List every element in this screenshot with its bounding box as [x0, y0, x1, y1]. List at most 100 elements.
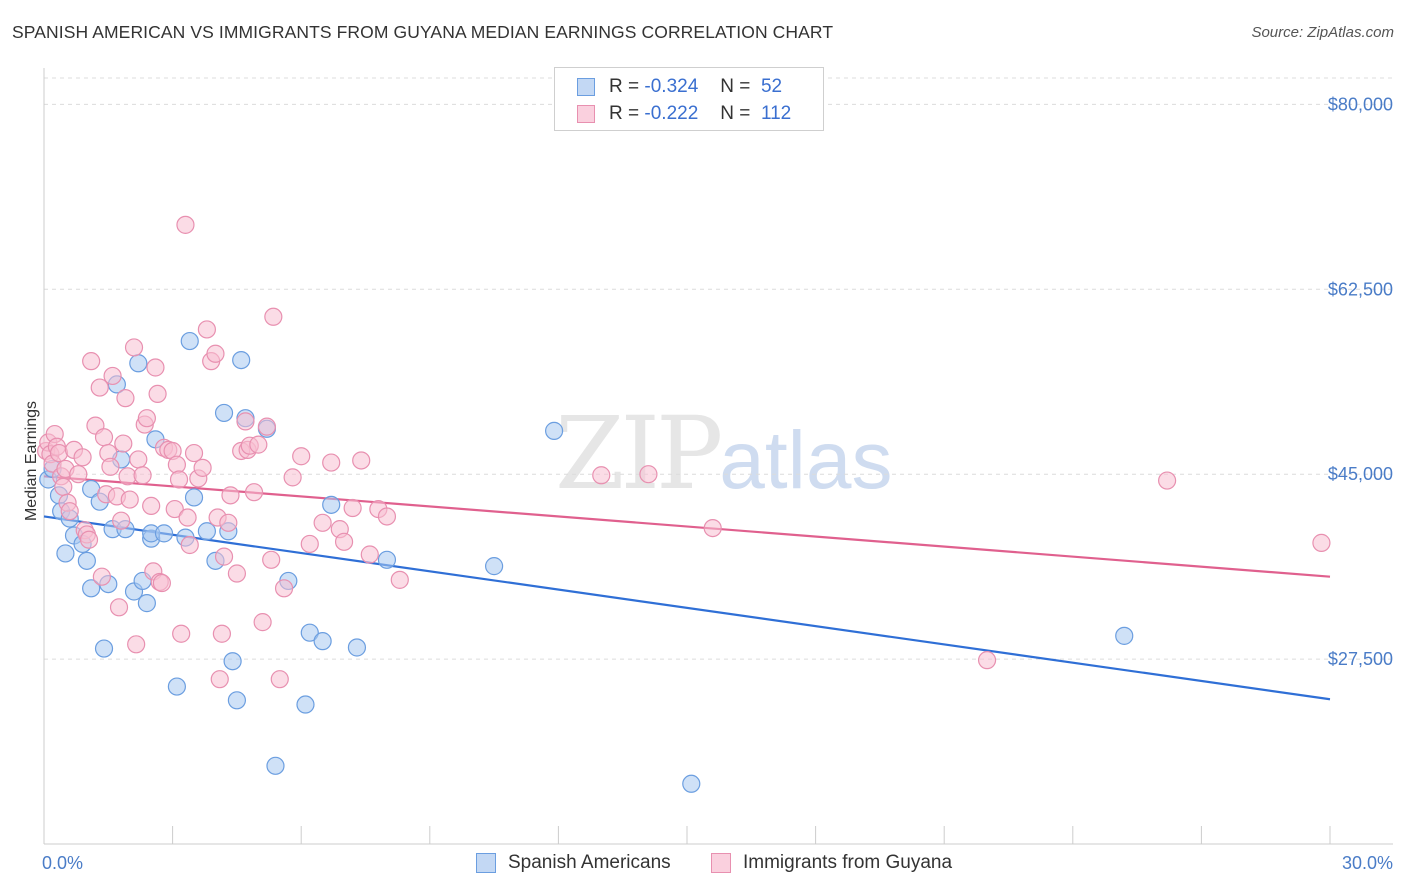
point-guyana: [82, 352, 101, 371]
point-spanish-americans: [82, 579, 101, 598]
point-spanish-americans: [1115, 626, 1134, 645]
r-value: -0.222: [644, 103, 699, 124]
legend-swatch-pink: [711, 853, 731, 873]
point-guyana: [49, 443, 69, 463]
y-tick-label: $45,000: [1328, 464, 1393, 484]
point-guyana: [165, 499, 184, 519]
point-guyana: [94, 428, 114, 447]
axis-labels: $27,500 $45,000 $62,500 $80,000 0.0% 30.0% Med…: [23, 94, 1393, 873]
point-guyana: [639, 465, 658, 484]
point-guyana: [313, 513, 332, 532]
point-guyana: [73, 448, 92, 467]
point-guyana: [1158, 471, 1177, 490]
point-spanish-americans: [322, 495, 341, 514]
point-guyana: [322, 453, 341, 472]
legend-item-spanish-americans: Spanish Americans: [476, 852, 671, 874]
point-guyana: [212, 624, 231, 643]
legend-swatch-blue: [577, 78, 595, 96]
point-guyana: [127, 635, 146, 654]
watermark-atlas: atlas: [719, 415, 893, 506]
point-guyana: [292, 447, 311, 466]
r-label: R =: [609, 103, 640, 124]
point-guyana: [390, 570, 409, 589]
point-guyana: [114, 434, 133, 453]
point-guyana: [221, 486, 240, 505]
point-guyana: [210, 670, 229, 689]
point-guyana: [219, 513, 238, 532]
point-guyana: [54, 477, 73, 496]
point-guyana: [1312, 533, 1331, 552]
point-guyana: [377, 507, 397, 526]
point-guyana: [137, 409, 156, 428]
point-guyana: [360, 545, 379, 564]
legend-label: Spanish Americans: [508, 852, 671, 873]
point-guyana: [169, 470, 189, 489]
point-guyana: [193, 458, 212, 477]
point-guyana: [178, 508, 197, 527]
n-label: N =: [720, 76, 751, 97]
source-label: Source: ZipAtlas.com: [1251, 24, 1394, 41]
point-guyana: [103, 366, 122, 386]
point-guyana: [118, 467, 137, 486]
point-guyana: [172, 624, 191, 643]
point-spanish-americans: [313, 632, 332, 651]
y-axis-label: Median Earnings: [23, 401, 40, 521]
point-spanish-americans: [223, 652, 242, 671]
watermark: ZIPatlas: [555, 395, 893, 512]
point-spanish-americans: [266, 756, 285, 775]
point-spanish-americans: [232, 350, 251, 370]
x-tick-label: 30.0%: [1342, 853, 1393, 873]
trend-line-spanish-americans: [43, 515, 1331, 701]
point-spanish-americans: [154, 524, 174, 543]
point-guyana: [977, 651, 997, 670]
point-spanish-americans: [129, 354, 148, 373]
point-spanish-americans: [180, 331, 199, 351]
point-guyana: [343, 498, 362, 518]
point-guyana: [334, 532, 354, 551]
y-tick-label: $80,000: [1328, 94, 1393, 114]
point-guyana: [112, 511, 131, 530]
point-spanish-americans: [300, 623, 319, 642]
point-spanish-americans: [227, 691, 246, 710]
point-spanish-americans: [485, 557, 504, 576]
point-guyana: [206, 344, 225, 363]
x-tick-label: 0.0%: [42, 853, 83, 873]
point-guyana: [90, 378, 109, 397]
point-spanish-americans: [682, 774, 701, 793]
point-guyana: [244, 483, 264, 502]
point-guyana: [283, 468, 302, 487]
point-spanish-americans: [94, 639, 114, 658]
legend-row-guyana: R = -0.222 N = 112: [577, 102, 791, 126]
point-guyana: [152, 573, 171, 593]
point-guyana: [79, 530, 99, 549]
data-points: [37, 215, 1331, 793]
legend-label: Immigrants from Guyana: [743, 852, 953, 873]
point-guyana: [197, 320, 216, 339]
point-spanish-americans: [77, 551, 96, 570]
point-guyana: [176, 215, 195, 234]
y-tick-label: $62,500: [1328, 279, 1393, 299]
point-guyana: [101, 457, 120, 476]
stats-legend: R = -0.324 N = 52 R = -0.222 N = 112: [554, 67, 824, 131]
point-spanish-americans: [167, 677, 186, 696]
n-value: 52: [760, 76, 783, 97]
point-guyana: [300, 534, 319, 554]
point-spanish-americans: [184, 488, 204, 507]
point-spanish-americans: [197, 522, 216, 541]
point-guyana: [270, 670, 289, 689]
point-guyana: [253, 613, 272, 632]
point-guyana: [227, 564, 246, 583]
point-guyana: [92, 567, 111, 586]
chart-title: SPANISH AMERICAN VS IMMIGRANTS FROM GUYA…: [12, 22, 834, 42]
point-spanish-americans: [377, 550, 397, 569]
point-spanish-americans: [56, 544, 75, 563]
r-value: -0.324: [644, 76, 699, 97]
point-guyana: [109, 598, 129, 617]
point-guyana: [69, 465, 88, 484]
point-guyana: [592, 466, 611, 485]
point-guyana: [146, 358, 165, 377]
point-spanish-americans: [347, 638, 367, 657]
point-guyana: [60, 502, 79, 521]
y-tick-label: $27,500: [1328, 649, 1393, 669]
